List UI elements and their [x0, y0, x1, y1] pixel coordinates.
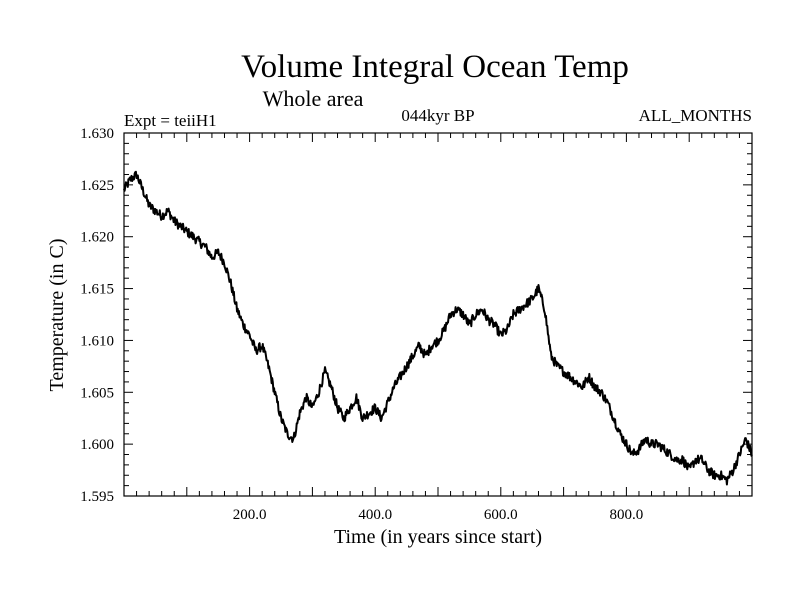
axis-ticks: [124, 133, 752, 496]
experiment-label: Expt = teiiH1: [124, 111, 217, 130]
y-tick-label: 1.600: [80, 437, 114, 453]
y-tick-label: 1.620: [80, 230, 114, 246]
y-tick-label: 1.615: [80, 282, 114, 298]
x-tick-labels: 200.0 400.0 600.0 800.0: [233, 507, 644, 523]
period-label: 044kyr BP: [401, 106, 474, 125]
y-tick-label: 1.605: [80, 385, 114, 401]
y-tick-label: 1.610: [80, 333, 114, 349]
x-tick-label: 800.0: [610, 507, 644, 523]
y-tick-label: 1.595: [80, 489, 114, 505]
series-line: [123, 170, 753, 486]
chart-subtitle: Whole area: [263, 86, 364, 111]
y-tick-labels: 1.595 1.600 1.605 1.610 1.615 1.620 1.625 1.630: [80, 126, 114, 505]
plot-frame: [123, 132, 753, 497]
months-label: ALL_MONTHS: [639, 106, 752, 125]
chart-title: Volume Integral Ocean Temp: [241, 49, 629, 85]
x-axis-label: Time (in years since start): [334, 526, 542, 548]
x-tick-label: 200.0: [233, 507, 267, 523]
x-tick-label: 600.0: [484, 507, 518, 523]
y-tick-label: 1.630: [80, 126, 114, 142]
x-tick-label: 400.0: [358, 507, 392, 523]
y-tick-label: 1.625: [80, 178, 114, 194]
y-axis-label: Temperature (in C): [46, 239, 68, 392]
